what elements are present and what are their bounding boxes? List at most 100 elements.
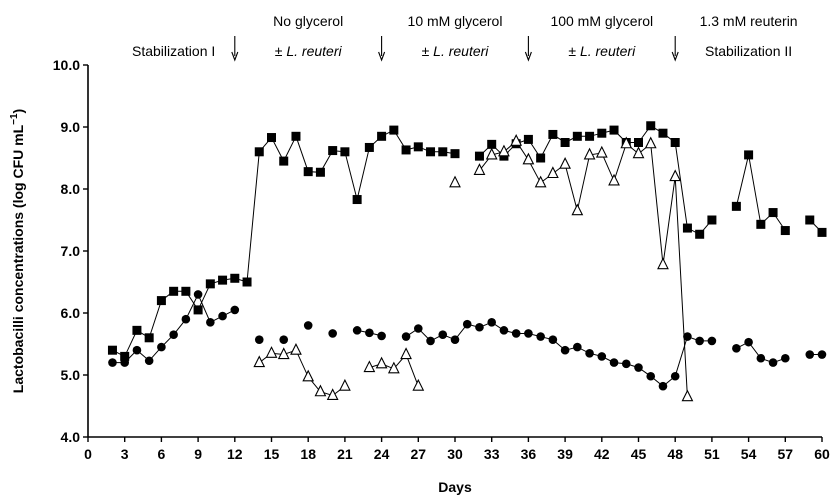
data-point-circle — [426, 336, 435, 346]
phase-arrow-head — [524, 51, 532, 62]
data-point-square — [548, 129, 558, 139]
data-point-square — [205, 279, 215, 289]
data-point-circle — [536, 332, 545, 341]
x-axis-label: Days — [438, 479, 472, 495]
phase-arrow-head — [671, 51, 679, 62]
data-point-circle — [438, 330, 448, 340]
data-point-circle — [181, 314, 191, 324]
data-point-circle — [817, 350, 827, 359]
x-tick-label: 51 — [704, 446, 720, 462]
data-point-square — [352, 195, 362, 205]
data-point-circle — [169, 330, 178, 340]
data-point-square — [707, 215, 717, 225]
data-point-square — [536, 153, 546, 163]
data-point-square — [646, 121, 656, 131]
data-point-circle — [206, 318, 215, 327]
data-point-square — [450, 149, 460, 159]
data-point-square — [107, 345, 117, 355]
data-point-triangle — [608, 173, 620, 186]
x-tick-label: 18 — [300, 446, 316, 462]
x-tick-label: 48 — [667, 446, 683, 462]
y-axis-label-text: Lactobacilli concentrations (log CFU mL — [10, 124, 26, 393]
x-ticks: 0 3 6 9 12 15 18 21 24 27 30 33 36 39 42 45 48 51 54 57 60 — [84, 437, 830, 462]
data-point-square — [597, 128, 607, 138]
y-axis-label-close: ) — [10, 109, 26, 114]
data-point-triangle — [314, 384, 327, 397]
y-tick-label: 8.0 — [61, 181, 81, 197]
data-point-triangle — [534, 175, 547, 188]
data-point-square — [169, 286, 179, 296]
data-point-triangle — [277, 347, 290, 360]
data-point-circle — [707, 336, 717, 346]
data-point-circle — [621, 359, 631, 369]
x-tick-label: 45 — [631, 446, 647, 462]
data-point-square — [474, 151, 484, 161]
phase-subtitle: Stabilization I — [132, 43, 215, 59]
data-point-triangle — [363, 360, 376, 373]
data-point-triangle — [669, 169, 682, 182]
data-point-square — [144, 333, 154, 343]
x-tick-label: 36 — [521, 446, 537, 462]
data-point-triangle — [632, 146, 645, 159]
data-point-triangle — [620, 136, 633, 149]
series-line-square — [735, 154, 786, 231]
series-line-triangle — [479, 140, 688, 397]
y-axis-label: Lactobacilli concentrations (log CFU mL−… — [9, 109, 26, 393]
data-point-circle — [328, 329, 337, 338]
series-line-circle — [405, 321, 712, 387]
data-point-triangle — [559, 156, 571, 169]
data-point-circle — [157, 342, 166, 352]
data-point-square — [487, 139, 497, 149]
phase-title: 100 mM glycerol — [550, 13, 653, 29]
y-axis-label-exponent: −1 — [9, 113, 20, 125]
data-point-circle — [193, 290, 203, 299]
x-tick-label: 57 — [778, 446, 794, 462]
phase-subtitle: Stabilization II — [705, 43, 792, 59]
data-point-circle — [414, 324, 423, 333]
data-point-square — [364, 142, 374, 152]
data-point-square — [768, 208, 778, 218]
data-point-circle — [756, 353, 766, 363]
data-point-square — [670, 138, 680, 147]
y-tick-label: 5.0 — [61, 367, 81, 383]
x-tick-label: 0 — [84, 446, 92, 462]
data-point-triangle — [485, 147, 498, 160]
data-point-circle — [781, 353, 790, 363]
data-point-circle — [609, 358, 619, 367]
phase-subtitle: ± L. reuteri — [422, 43, 490, 59]
series-line-circle — [112, 293, 236, 364]
data-point-square — [426, 147, 436, 157]
x-tick-label: 9 — [194, 446, 202, 462]
data-point-square — [438, 147, 448, 157]
y-tick-label: 10.0 — [53, 57, 80, 73]
data-point-circle — [634, 363, 643, 372]
data-point-triangle — [498, 144, 510, 157]
data-point-circle — [560, 345, 570, 355]
data-point-circle — [646, 371, 656, 381]
data-point-triangle — [644, 136, 657, 149]
series-lines — [112, 125, 823, 397]
data-point-triangle — [595, 145, 608, 158]
data-point-square — [731, 201, 741, 211]
data-point-circle — [365, 328, 374, 338]
data-point-square — [805, 215, 815, 225]
data-point-circle — [805, 350, 815, 359]
data-point-circle — [279, 335, 289, 344]
data-point-triangle — [302, 369, 315, 382]
data-point-triangle — [265, 346, 278, 358]
data-point-triangle — [522, 152, 535, 165]
x-tick-label: 30 — [447, 446, 463, 462]
data-point-square — [328, 146, 338, 156]
phase-subtitle: ± L. reuteri — [275, 43, 343, 59]
data-point-triangle — [571, 203, 584, 216]
data-point-circle — [377, 331, 386, 341]
data-point-square — [658, 128, 668, 138]
data-point-square — [609, 125, 619, 135]
phase-title: 10 mM glycerol — [408, 13, 503, 29]
data-point-square — [340, 147, 350, 157]
data-point-triangle — [546, 166, 559, 179]
data-point-circle — [487, 318, 497, 327]
data-point-square — [744, 150, 754, 160]
data-point-triangle — [681, 389, 694, 402]
data-point-square — [413, 142, 423, 152]
